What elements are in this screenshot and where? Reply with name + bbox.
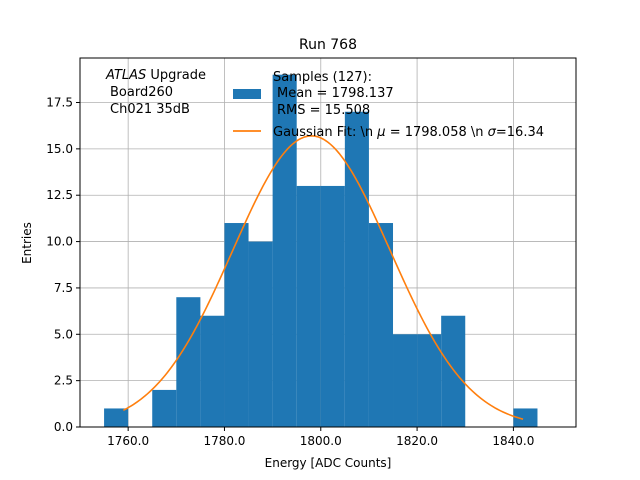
histogram-bar — [296, 185, 321, 427]
legend-fit-mu-value: = 1798.058 \n — [386, 125, 488, 140]
legend-mean-label: Mean = 1798.137 — [277, 86, 394, 101]
annotation-line-1: ATLAS Upgrade — [105, 68, 206, 83]
x-tick-label: 1800.0 — [300, 434, 342, 448]
plot-frame — [79, 57, 577, 428]
histogram-bar — [320, 185, 345, 427]
x-tick-label: 1820.0 — [396, 434, 438, 448]
histogram-bar — [368, 223, 394, 427]
legend-fit-sigma-symbol: σ — [488, 125, 497, 140]
y-tick-label: 0.0 — [54, 420, 73, 434]
legend-rms-label: RMS = 15.508 — [277, 103, 370, 118]
chart-title: Run 768 — [299, 37, 357, 53]
x-tick-label: 1760.0 — [107, 434, 149, 448]
y-tick-label: 10.0 — [46, 235, 73, 249]
histogram-bars — [104, 74, 538, 428]
y-axis-label: Entries — [20, 222, 34, 264]
annotation-experiment: ATLAS — [105, 68, 146, 83]
legend-fit-label: Gaussian Fit: \n μ = 1798.058 \n σ=16.34 — [273, 125, 544, 140]
y-tick-label: 15.0 — [46, 142, 73, 156]
x-tick-label: 1840.0 — [492, 434, 534, 448]
x-tick-label: 1780.0 — [203, 434, 245, 448]
histogram-bar — [344, 111, 369, 428]
y-tick-label: 2.5 — [54, 374, 73, 388]
x-axis-ticks: 1760.0 1780.0 1800.0 1820.0 1840.0 — [107, 427, 534, 448]
legend: Samples (127): Mean = 1798.137 RMS = 15.… — [233, 70, 544, 140]
histogram-bar — [248, 241, 273, 427]
legend-fit-sigma-value: =16.34 — [496, 125, 544, 140]
legend-fit-prefix: Gaussian Fit: \n — [273, 125, 377, 140]
histogram-bar — [272, 74, 297, 427]
histogram-bar — [393, 334, 418, 427]
annotation-channel: Ch021 35dB — [110, 102, 190, 117]
histogram-bar — [441, 315, 466, 427]
histogram-bar — [176, 297, 201, 427]
legend-samples-label: Samples (127): — [273, 70, 372, 85]
legend-fit-mu-symbol: μ — [376, 125, 385, 140]
annotation-board: Board260 — [110, 85, 173, 100]
gaussian-fit-curve — [122, 135, 524, 420]
histogram-bar — [513, 408, 538, 427]
annotation-experiment-suffix: Upgrade — [146, 68, 206, 83]
histogram-bar — [224, 223, 249, 427]
y-tick-label: 12.5 — [46, 188, 73, 202]
y-axis-ticks: 0.0 2.5 5.0 7.5 10.0 12.5 15.0 17.5 — [46, 96, 80, 434]
y-tick-label: 7.5 — [54, 281, 73, 295]
y-tick-label: 5.0 — [54, 327, 73, 341]
fit-curve-group — [122, 135, 524, 420]
histogram-bar — [104, 408, 129, 427]
y-tick-label: 17.5 — [46, 96, 73, 110]
legend-bar-swatch — [233, 89, 261, 99]
histogram-bar — [417, 334, 442, 427]
histogram-bar — [152, 389, 177, 427]
x-axis-label: Energy [ADC Counts] — [265, 456, 392, 470]
histogram-bar — [200, 315, 225, 427]
